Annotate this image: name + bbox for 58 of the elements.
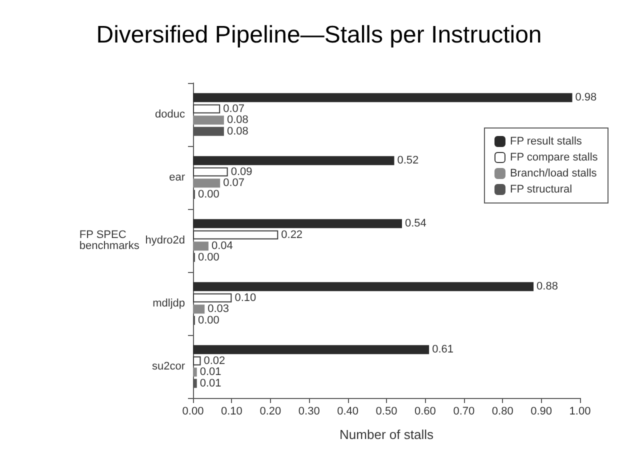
y-tick-label: doduc bbox=[155, 108, 186, 120]
data-label: 0.08 bbox=[226, 125, 248, 138]
data-label: 0.01 bbox=[200, 366, 222, 378]
bar bbox=[193, 104, 220, 114]
bar bbox=[193, 93, 572, 102]
data-label: 0.52 bbox=[397, 154, 419, 167]
data-label: 0.00 bbox=[198, 251, 220, 264]
bar bbox=[193, 304, 205, 314]
x-tick-label: 0.00 bbox=[182, 406, 204, 418]
y-axis-title: FP SPEC benchmarks bbox=[79, 229, 140, 252]
x-tick-label: 0.10 bbox=[220, 406, 242, 418]
bar bbox=[193, 345, 430, 354]
bar bbox=[193, 167, 228, 176]
bar bbox=[193, 230, 278, 240]
y-tick-label: su2cor bbox=[152, 360, 186, 372]
data-label: 0.01 bbox=[200, 377, 222, 390]
bar bbox=[193, 242, 208, 251]
y-tick-label: hydro2d bbox=[145, 234, 185, 246]
data-label: 0.08 bbox=[226, 114, 248, 126]
bar bbox=[193, 156, 394, 166]
data-label: 0.09 bbox=[230, 166, 252, 178]
x-tick-label: 0.30 bbox=[298, 406, 320, 418]
bar bbox=[193, 116, 224, 125]
x-tick-label: 0.40 bbox=[337, 406, 359, 418]
x-tick-label: 0.20 bbox=[260, 406, 282, 418]
data-label: 0.00 bbox=[198, 314, 220, 326]
y-tick-label: mdljdp bbox=[152, 298, 185, 310]
x-tick-label: 0.60 bbox=[414, 406, 436, 418]
data-label: 0.07 bbox=[223, 177, 245, 190]
legend-label: FP result stalls bbox=[510, 136, 582, 148]
data-label: 0.10 bbox=[234, 292, 256, 304]
x-tick-label: 0.50 bbox=[376, 406, 398, 418]
bar bbox=[193, 178, 220, 188]
x-axis-title: Number of stalls bbox=[340, 427, 434, 442]
legend-label: FP compare stalls bbox=[510, 152, 598, 164]
data-label: 0.02 bbox=[204, 354, 226, 367]
bar bbox=[193, 282, 534, 292]
x-tick-label: 1.00 bbox=[569, 406, 591, 418]
legend-label: Branch/load stalls bbox=[510, 168, 598, 180]
data-label: 0.98 bbox=[575, 92, 597, 104]
data-label: 0.22 bbox=[281, 228, 303, 241]
bar bbox=[193, 368, 197, 377]
data-label: 0.07 bbox=[223, 102, 245, 115]
data-label: 0.00 bbox=[198, 188, 220, 200]
x-tick-label: 0.90 bbox=[530, 406, 552, 418]
data-label: 0.04 bbox=[211, 240, 233, 252]
y-tick-label: ear bbox=[169, 172, 186, 184]
x-tick-label: 0.70 bbox=[453, 406, 475, 418]
data-label: 0.54 bbox=[404, 218, 426, 230]
bar bbox=[193, 293, 232, 302]
bar bbox=[193, 356, 201, 366]
data-label: 0.03 bbox=[208, 303, 230, 316]
data-label: 0.61 bbox=[432, 344, 454, 356]
bar bbox=[193, 219, 402, 228]
x-tick-label: 0.80 bbox=[492, 406, 514, 418]
legend-label: FP structural bbox=[510, 184, 572, 196]
chart-title: Diversified Pipeline—Stalls per Instruction bbox=[96, 22, 542, 48]
data-label: 0.88 bbox=[536, 280, 558, 293]
